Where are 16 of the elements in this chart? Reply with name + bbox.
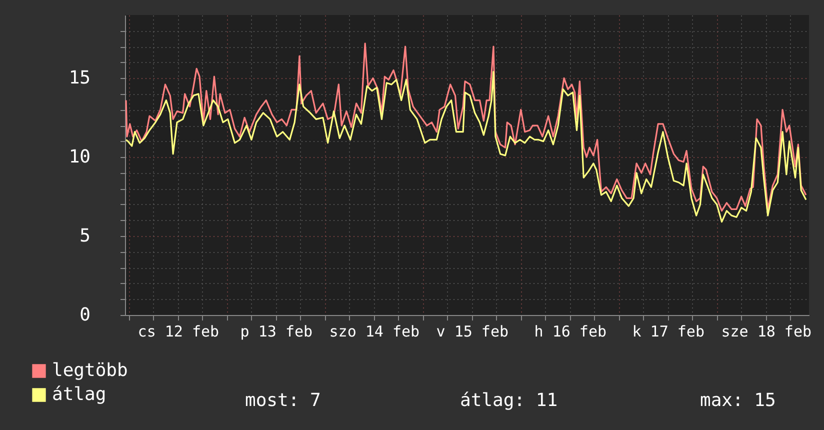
x-tick-label: sze 18 feb [721, 322, 812, 340]
text: max: 15 [700, 390, 776, 411]
y-tick-label: 0 [80, 304, 90, 326]
x-tick-label: szo 14 feb [329, 322, 420, 340]
legend-label: legtöbb [52, 360, 128, 381]
x-tick-label: k 17 feb [632, 322, 704, 340]
x-tick-label: h 16 feb [534, 322, 607, 340]
x-tick-label: v 15 feb [436, 322, 509, 340]
legend-label: átlag [52, 384, 106, 405]
y-tick-label: 5 [80, 226, 90, 247]
text: átlag: 11 [460, 390, 558, 411]
x-tick-label: p 13 feb [240, 322, 313, 340]
x-tick-label: cs 12 feb [138, 322, 220, 340]
y-tick-label: 15 [68, 68, 90, 89]
y-tick-label: 10 [68, 146, 90, 168]
text: most: 7 [245, 390, 321, 411]
